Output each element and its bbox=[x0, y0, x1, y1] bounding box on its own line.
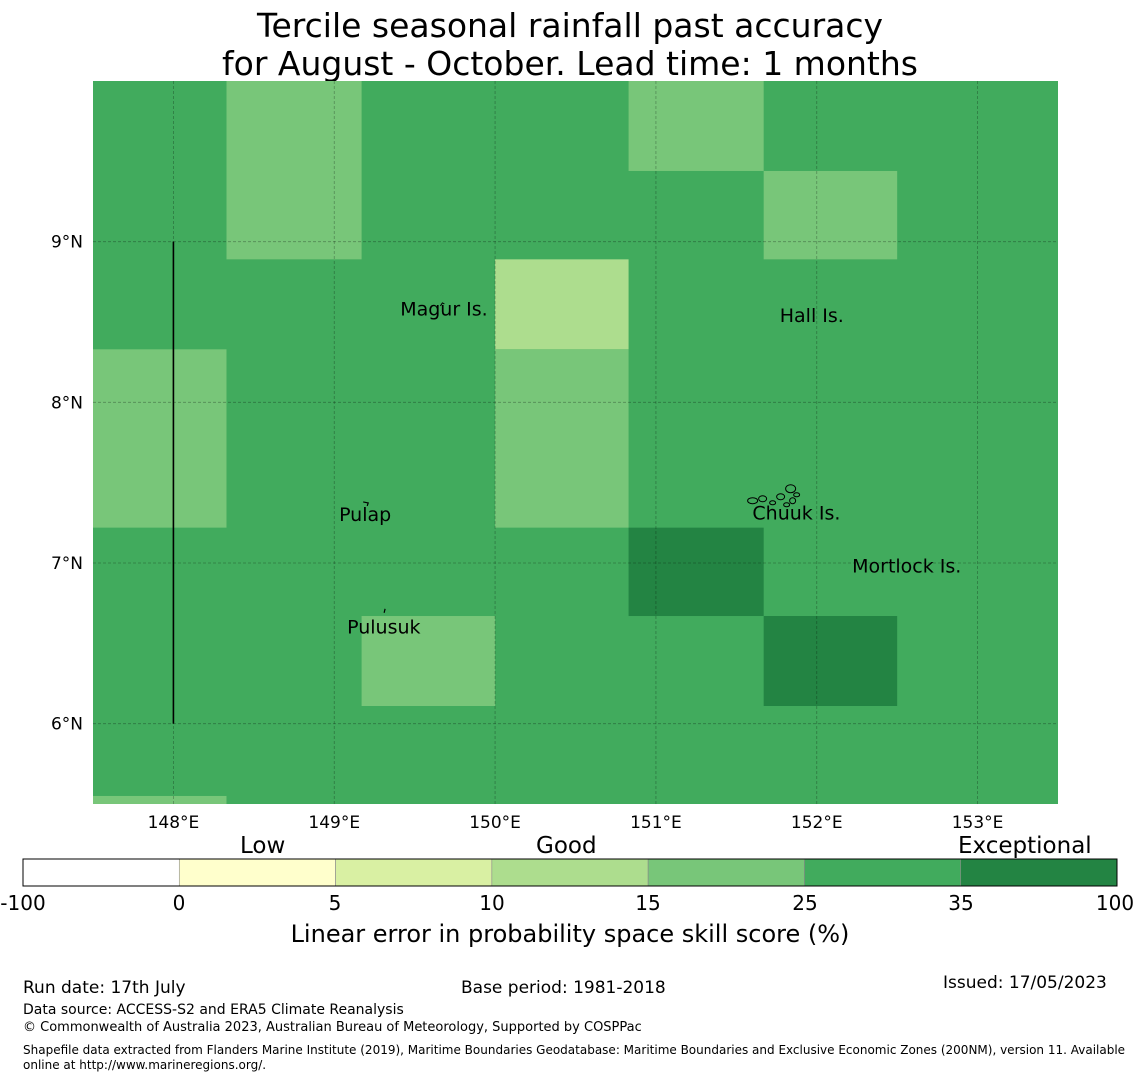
longitude-tick-label: 152°E bbox=[791, 813, 843, 833]
island-outline bbox=[758, 495, 768, 503]
skill-cell bbox=[628, 527, 764, 617]
colorbar-tick: 5 bbox=[328, 891, 342, 915]
longitude-tick-label: 149°E bbox=[308, 813, 360, 833]
island-outline bbox=[785, 484, 797, 494]
shapefile-credit-line2: online at http://www.marineregions.org/. bbox=[23, 1058, 267, 1072]
run-date: Run date: 17th July bbox=[23, 978, 186, 998]
colorbar-tick: 100 bbox=[1095, 891, 1135, 915]
latitude-tick-label: 8°N bbox=[51, 393, 83, 413]
colorbar-tick: 0 bbox=[172, 891, 186, 915]
colorbar-segment bbox=[335, 858, 493, 887]
island-outline bbox=[789, 497, 797, 505]
longitude-tick-label: 153°E bbox=[952, 813, 1004, 833]
colorbar-tick: 25 bbox=[792, 891, 818, 915]
skill-cell bbox=[628, 81, 764, 171]
colorbar-segment bbox=[491, 858, 649, 887]
latitude-tick-label: 9°N bbox=[51, 233, 83, 253]
colorbar-label: Linear error in probability space skill … bbox=[290, 920, 850, 948]
shapefile-credit-line1: Shapefile data extracted from Flanders M… bbox=[23, 1043, 1126, 1057]
skill-cell bbox=[763, 616, 898, 706]
place-label: Pulap bbox=[339, 504, 391, 526]
longitude-tick-label: 151°E bbox=[630, 813, 682, 833]
place-label: Hall Is. bbox=[780, 305, 844, 327]
latitude-tick-label: 6°N bbox=[51, 715, 83, 735]
skill-cell bbox=[495, 259, 629, 350]
skill-cell bbox=[763, 170, 898, 260]
colorbar-tick: 35 bbox=[948, 891, 974, 915]
colorbar-segment bbox=[960, 858, 1118, 887]
island-outline bbox=[383, 608, 386, 613]
island-outline bbox=[747, 497, 759, 505]
place-label: Chuuk Is. bbox=[752, 503, 840, 525]
colorbar-segment bbox=[22, 858, 180, 887]
colorbar-header-good: Good bbox=[536, 833, 597, 859]
place-label: Pulusuk bbox=[347, 617, 420, 639]
data-source: Data source: ACCESS-S2 and ERA5 Climate … bbox=[23, 1002, 404, 1018]
copyright: © Commonwealth of Australia 2023, Austra… bbox=[23, 1020, 642, 1035]
island-outline bbox=[769, 500, 777, 506]
place-label: Magur Is. bbox=[400, 299, 488, 321]
longitude-tick-label: 148°E bbox=[148, 813, 200, 833]
chart-title-line2: for August - October. Lead time: 1 month… bbox=[222, 44, 918, 83]
base-period: Base period: 1981-2018 bbox=[461, 978, 666, 998]
skill-cell bbox=[361, 616, 496, 706]
skill-cell bbox=[226, 81, 362, 260]
skill-cell bbox=[93, 795, 227, 804]
colorbar-tick: -100 bbox=[0, 891, 46, 915]
colorbar-segment bbox=[647, 858, 805, 887]
colorbar-frame bbox=[22, 858, 1118, 887]
island-outline bbox=[776, 493, 786, 501]
longitude-tick-label: 150°E bbox=[469, 813, 521, 833]
colorbar-segment bbox=[804, 858, 962, 887]
colorbar-header-low: Low bbox=[240, 833, 286, 859]
colorbar-tick: 15 bbox=[635, 891, 661, 915]
island-outline bbox=[793, 492, 801, 498]
island-outline bbox=[783, 502, 791, 508]
island-outline bbox=[363, 501, 369, 507]
colorbar-segment bbox=[178, 858, 336, 887]
chart-title-line1: Tercile seasonal rainfall past accuracy bbox=[256, 6, 884, 45]
skill-cell bbox=[495, 349, 629, 528]
place-label: Mortlock Is. bbox=[852, 556, 961, 578]
colorbar-tick: 10 bbox=[479, 891, 505, 915]
colorbar bbox=[22, 858, 1118, 887]
map-plot-area: 148°E 149°E 150°E 151°E 152°E 153°E 9°N 8°N 7°N 6… bbox=[51, 81, 1058, 833]
latitude-tick-label: 7°N bbox=[51, 554, 83, 574]
skill-cell bbox=[93, 349, 227, 528]
issued-date: Issued: 17/05/2023 bbox=[943, 973, 1107, 993]
colorbar-header-exceptional: Exceptional bbox=[958, 833, 1092, 859]
island-outline bbox=[439, 302, 445, 307]
